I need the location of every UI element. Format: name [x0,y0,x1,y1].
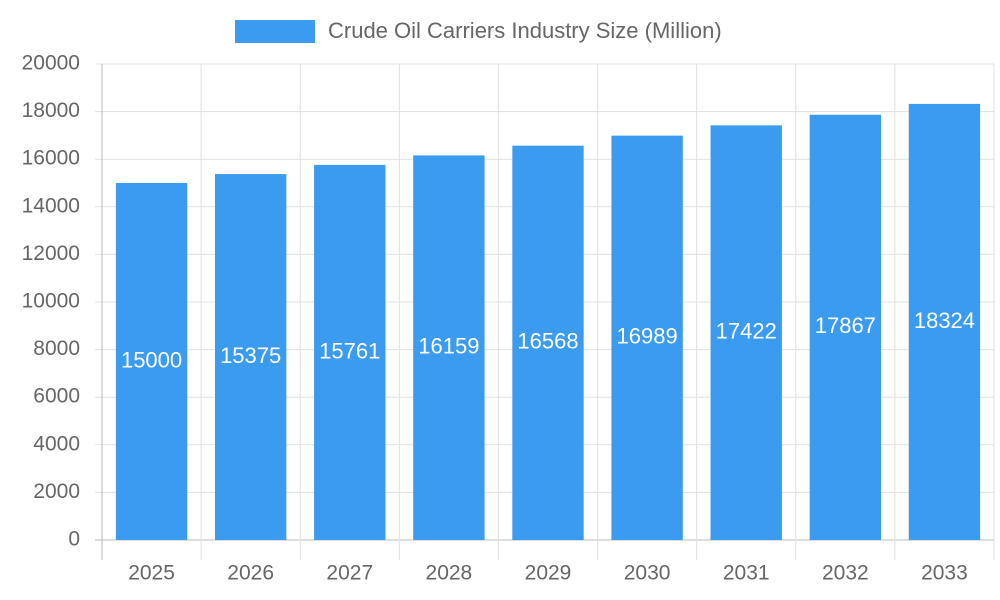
x-tick-label: 2029 [525,562,572,585]
bar [710,125,782,541]
value-label: 17867 [815,313,876,338]
bar [413,155,485,540]
x-tick-label: 2026 [227,562,274,585]
y-tick-label: 18000 [22,99,80,122]
y-tick-label: 0 [68,528,80,551]
y-tick-label: 8000 [33,337,80,360]
value-label: 16989 [617,324,678,349]
bar [908,103,981,541]
x-tick-label: 2032 [822,562,869,585]
bar [214,174,287,540]
y-tick-label: 10000 [22,290,80,313]
value-label: 15375 [220,343,281,368]
y-tick-label: 6000 [33,385,80,408]
x-tick-label: 2030 [624,562,671,585]
bar [809,114,882,540]
value-label: 15761 [319,338,380,363]
bar [512,145,584,541]
x-tick-label: 2027 [326,562,373,585]
y-tick-label: 2000 [33,480,80,503]
legend-label[interactable]: Crude Oil Carriers Industry Size (Millio… [328,18,722,43]
x-tick-label: 2028 [426,562,473,585]
x-tick-label: 2031 [723,562,770,585]
value-label: 17422 [716,318,777,343]
y-tick-label: 16000 [22,147,80,170]
value-label: 18324 [914,308,975,333]
y-tick-label: 12000 [22,242,80,265]
legend-swatch[interactable] [235,20,315,43]
bar [611,135,683,540]
value-label: 16568 [517,329,578,354]
y-tick-label: 4000 [33,432,80,455]
bar [115,183,188,540]
y-tick-label: 14000 [22,194,80,217]
value-label: 15000 [121,347,182,372]
bar [314,164,386,541]
x-tick-label: 2025 [128,562,175,585]
y-tick-label: 20000 [22,52,80,75]
x-tick-label: 2033 [921,562,968,585]
value-label: 16159 [418,334,479,359]
